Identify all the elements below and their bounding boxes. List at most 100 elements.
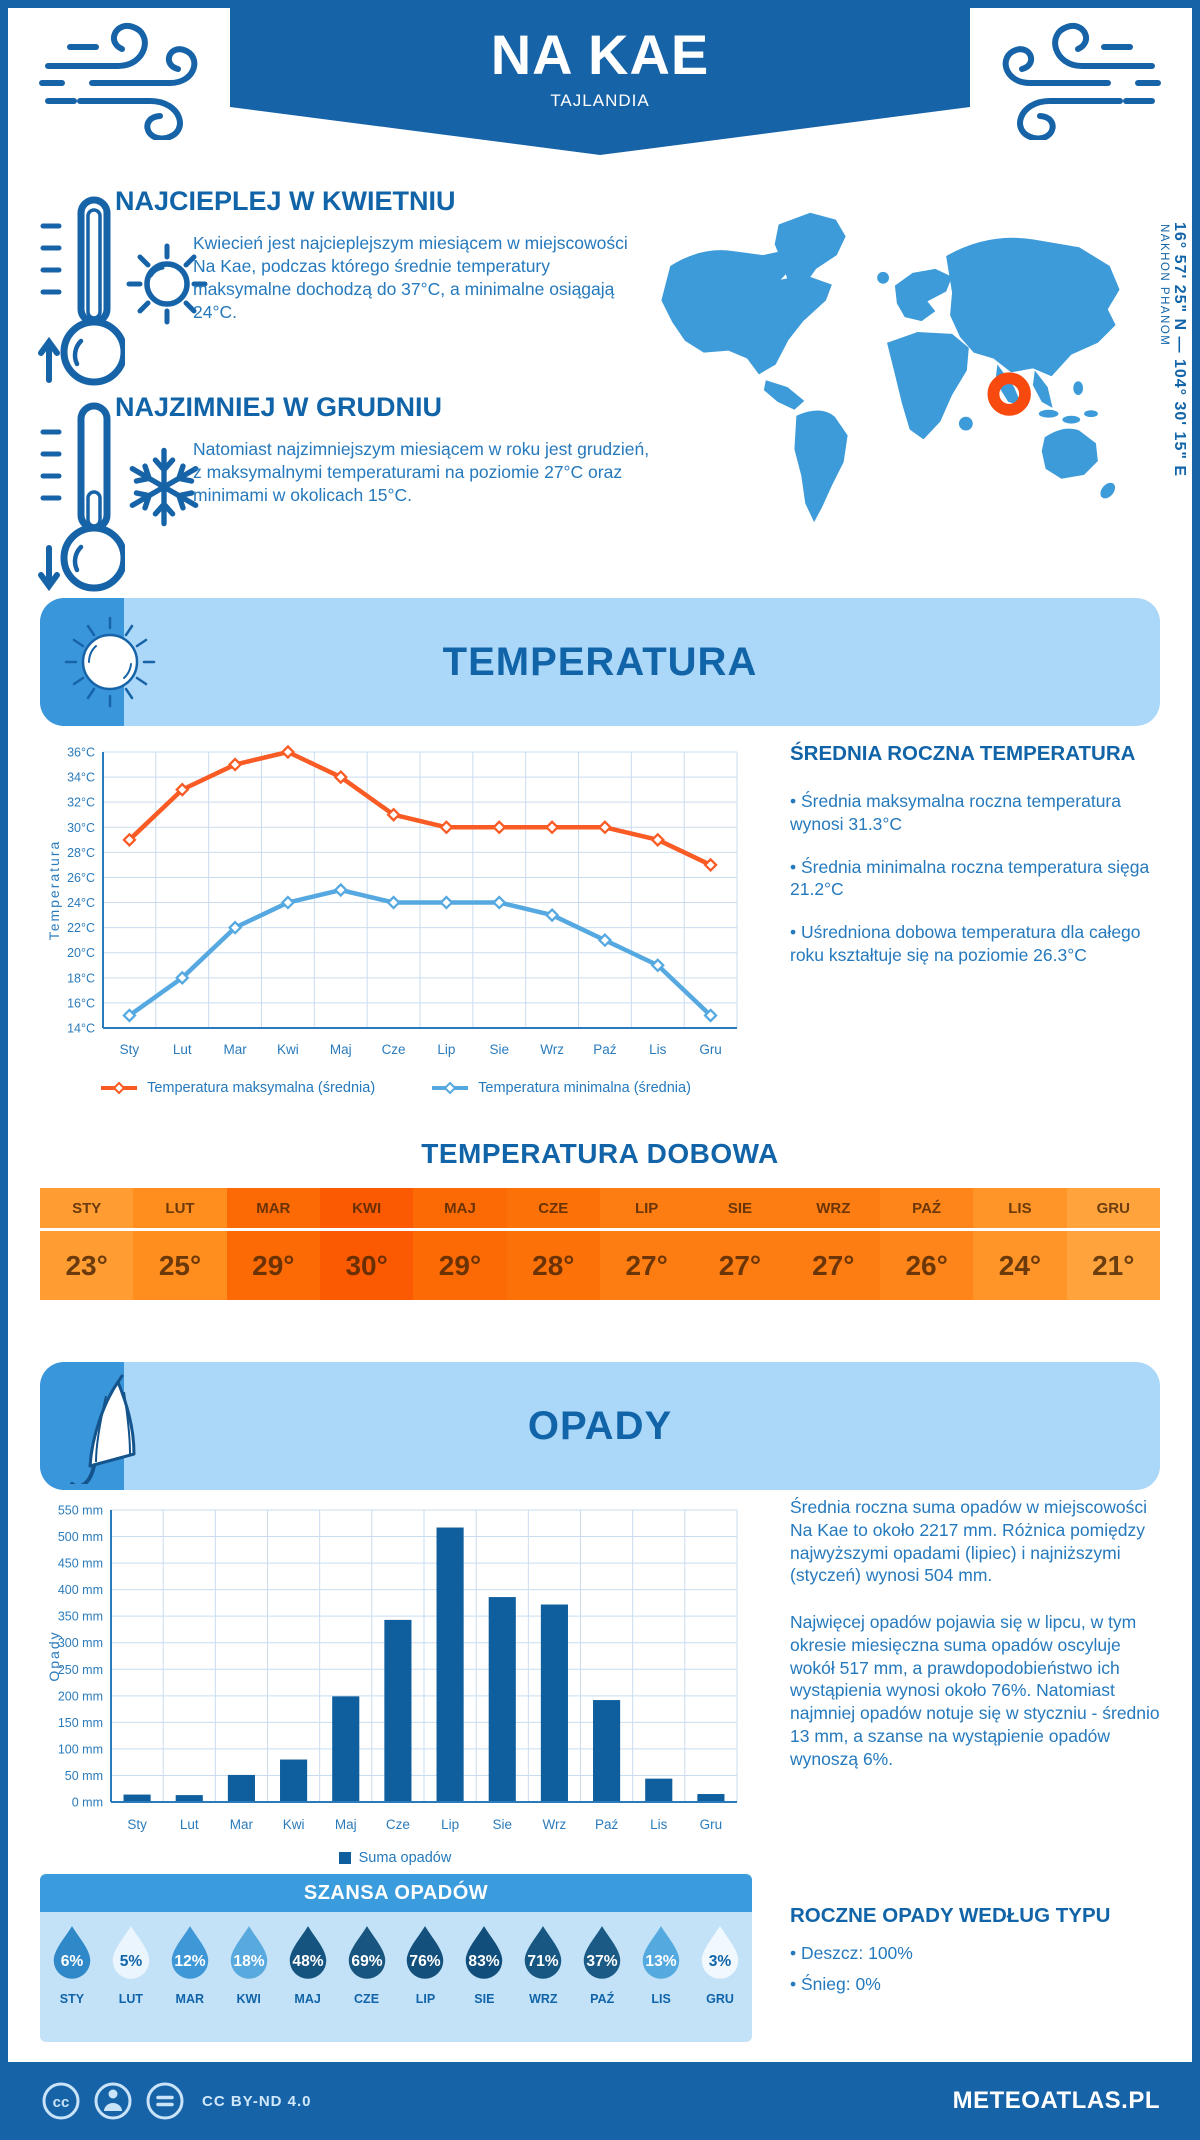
precipitation-paragraph: Średnia roczna suma opadów w miejscowośc… (790, 1497, 1147, 1586)
wind-icon (1002, 22, 1161, 140)
svg-text:26°C: 26°C (67, 871, 95, 885)
month-label: MAR (226, 1188, 320, 1231)
temperature-value: 27° (812, 1249, 855, 1281)
snowflake-icon (129, 447, 199, 527)
site-link[interactable]: METEOATLAS.PL (952, 2087, 1160, 2114)
rain-chance-droplet: 37% PAŹ (575, 1924, 629, 2042)
temperature-chart-legend: Temperatura maksymalna (średnia) Temperat… (45, 1080, 745, 1096)
annual-temperature-bullet: • Średnia minimalna roczna temperatura s… (790, 856, 1150, 900)
page-subtitle: TAJLANDIA (550, 91, 650, 110)
svg-text:Maj: Maj (335, 1817, 357, 1832)
coldest-text: Natomiast najzimniejszym miesiącem w rok… (193, 439, 650, 506)
svg-text:400 mm: 400 mm (58, 1583, 103, 1597)
svg-text:500 mm: 500 mm (58, 1530, 103, 1544)
annual-temperature-block: ŚREDNIA ROCZNA TEMPERATURA • Średnia mak… (790, 742, 1168, 987)
svg-text:28°C: 28°C (67, 846, 95, 860)
month-label: SIE (693, 1188, 787, 1231)
rain-chance-droplet: 3% GRU (693, 1924, 747, 2042)
daily-temperature-column: PAŹ 26° (879, 1188, 974, 1300)
droplet-icon: 6% (53, 1926, 91, 1979)
svg-text:32°C: 32°C (67, 796, 95, 810)
svg-text:24°C: 24°C (67, 896, 95, 910)
month-label: KWI (319, 1188, 414, 1231)
daily-temperature-column: MAR 29° (226, 1188, 320, 1300)
svg-text:34°C: 34°C (67, 771, 95, 785)
svg-text:22°C: 22°C (67, 921, 95, 935)
svg-text:18°C: 18°C (67, 971, 95, 985)
daily-temperature-table: STY 23° LUT 25° MAR 29° KWI 30° MAJ 29° CZE 2… (40, 1188, 1160, 1300)
daily-temperature-column: LIP 27° (599, 1188, 694, 1300)
svg-text:Sie: Sie (492, 1817, 512, 1832)
legend-item: Temperatura maksymalna (średnia) (99, 1080, 375, 1096)
svg-text:350 mm: 350 mm (58, 1610, 103, 1624)
temperature-value: 25° (158, 1249, 202, 1281)
daily-temperature-title: TEMPERATURA DOBOWA (421, 1138, 779, 1169)
svg-text:Mar: Mar (230, 1817, 254, 1832)
daily-temperature-column: CZE 28° (506, 1188, 600, 1300)
svg-text:50 mm: 50 mm (65, 1769, 103, 1783)
rain-chance-droplet: 83% SIE (457, 1924, 511, 2042)
world-map (650, 195, 1128, 530)
precipitation-type-bullet: • Deszcz: 100% (790, 1943, 913, 1963)
svg-text:Wrz: Wrz (540, 1042, 564, 1057)
droplet-icon: 5% (112, 1926, 150, 1979)
svg-text:Gru: Gru (699, 1042, 722, 1057)
droplet-month-label: KWI (236, 1992, 261, 2006)
svg-text:Paź: Paź (593, 1042, 617, 1057)
month-label: WRZ (786, 1188, 880, 1231)
equals-icon (146, 2082, 184, 2120)
precipitation-text-block: Średnia roczna suma opadów w miejscowośc… (790, 1496, 1168, 1794)
precipitation-bar-chart: 0 mm 50 mm 100 mm 150 mm 200 mm 250 mm 300 mm 3… (45, 1496, 745, 1853)
header-banner: NA KAE TAJLANDIA (230, 0, 970, 155)
rain-chance-droplet: 13% LIS (634, 1924, 688, 2042)
daily-temperature-column: LIS 24° (973, 1188, 1067, 1300)
footer: cc CC BY-ND 4.0 METEOATLAS.PL (0, 2062, 1200, 2140)
svg-text:83%: 83% (469, 1953, 500, 1970)
svg-text:Cze: Cze (386, 1817, 410, 1832)
month-label: PAŹ (879, 1188, 974, 1231)
daily-temperature-column: SIE 27° (693, 1188, 787, 1300)
daily-temperature-column: KWI 30° (319, 1188, 414, 1300)
svg-text:Lip: Lip (437, 1042, 455, 1057)
temperature-value: 24° (998, 1249, 1042, 1281)
droplet-month-label: SIE (474, 1992, 495, 2006)
precipitation-type-title: ROCZNE OPADY WEDŁUG TYPU (790, 1904, 1111, 1927)
daily-temperature-column: MAJ 29° (413, 1188, 507, 1300)
person-icon (94, 2082, 132, 2120)
droplet-icon: 18% (230, 1926, 267, 1979)
license-label: CC BY-ND 4.0 (202, 2092, 312, 2110)
svg-text:Lut: Lut (180, 1817, 199, 1832)
temperature-banner: TEMPERATURA (40, 598, 1160, 726)
svg-text:Sty: Sty (120, 1042, 140, 1057)
svg-text:5%: 5% (120, 1953, 143, 1970)
svg-text:150 mm: 150 mm (58, 1716, 103, 1730)
sun-banner-icon (64, 616, 156, 708)
cc-license-icons[interactable]: cc (40, 2080, 186, 2122)
daily-temperature-column: STY 23° (40, 1188, 134, 1300)
temperature-section-title: TEMPERATURA (442, 639, 758, 684)
coldest-title: NAJZIMNIEJ W GRUDNIU (115, 392, 443, 422)
droplet-icon: 83% (466, 1926, 503, 1979)
svg-text:Kwi: Kwi (283, 1817, 305, 1832)
daily-temperature-column: WRZ 27° (786, 1188, 880, 1300)
svg-text:Sty: Sty (127, 1817, 147, 1832)
warmest-month-section: NAJCIEPLEJ W KWIETNIU Kwiecień jest najc… (35, 186, 650, 391)
rain-chance-droplet: 5% LUT (104, 1924, 158, 2042)
droplet-month-label: LIP (415, 1992, 436, 2006)
annual-temperature-title: ŚREDNIA ROCZNA TEMPERATURA (790, 742, 1136, 765)
coordinates: 16° 57' 25" N — 104° 30' 15" E (1171, 222, 1188, 478)
svg-text:cc: cc (53, 2094, 70, 2111)
svg-text:Paź: Paź (595, 1817, 619, 1832)
droplet-month-label: LUT (118, 1992, 143, 2006)
month-label: LUT (133, 1188, 227, 1231)
svg-text:48%: 48% (292, 1953, 323, 1970)
droplet-month-label: CZE (354, 1992, 380, 2006)
rain-chance-droplet: 69% CZE (340, 1924, 394, 2042)
svg-text:76%: 76% (410, 1953, 441, 1970)
droplet-month-label: GRU (706, 1992, 734, 2006)
coldest-month-section: NAJZIMNIEJ W GRUDNIU Natomiast najzimnie… (35, 392, 650, 597)
svg-text:69%: 69% (351, 1953, 382, 1970)
precipitation-section-title: OPADY (527, 1403, 673, 1448)
month-label: STY (40, 1188, 134, 1231)
